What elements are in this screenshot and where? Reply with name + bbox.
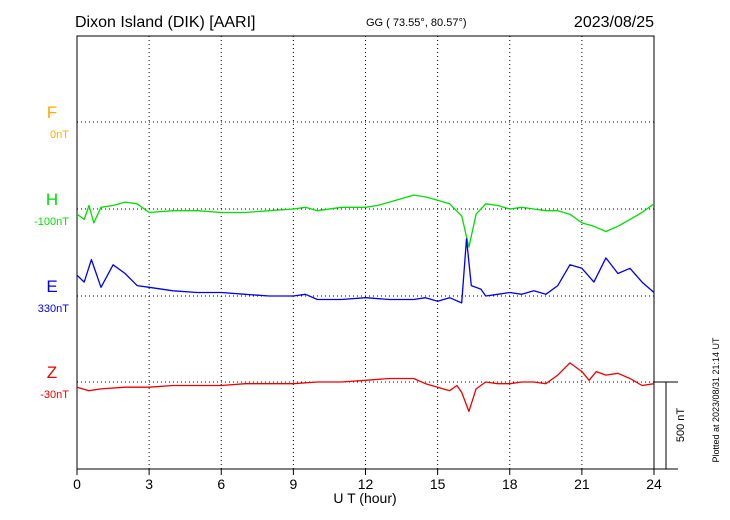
x-tick-label: 15 (430, 476, 446, 492)
x-tick-label: 6 (217, 476, 225, 492)
x-tick-label: 3 (145, 476, 153, 492)
series-line-h (76, 194, 655, 248)
x-tick-label: 9 (289, 476, 297, 492)
x-tick-label: 0 (73, 476, 81, 492)
x-axis: 0 3 6 9 12 15 18 21 24 (73, 469, 662, 492)
x-axis-label: U T (hour) (333, 490, 396, 506)
x-tick-label: 24 (646, 476, 662, 492)
series-baseline-f: 0nT (50, 129, 69, 141)
x-tick-label: 21 (574, 476, 590, 492)
series-name-e: E (46, 277, 57, 296)
component-labels: F 0nT H -100nT E 330nT Z -30nT (34, 103, 69, 401)
series-name-h: H (46, 190, 58, 209)
series-baseline-z: -30nT (40, 389, 69, 401)
series-baseline-e: 330nT (38, 303, 69, 315)
series-name-z: Z (47, 363, 57, 382)
date-label: 2023/08/25 (574, 14, 654, 31)
x-tick-label: 12 (358, 476, 374, 492)
x-tick-label: 18 (502, 476, 518, 492)
series-group (76, 194, 655, 413)
scale-bar-label: 500 nT (675, 408, 687, 443)
series-name-f: F (47, 103, 57, 122)
series-line-e (76, 238, 655, 304)
station-title: Dixon Island (DIK) [AARI] (75, 14, 256, 31)
station-coordinates: GG ( 73.55°, 80.57°) (366, 17, 467, 29)
series-line-z (76, 362, 655, 413)
grid (77, 36, 654, 469)
series-baseline-h: -100nT (34, 216, 69, 228)
scale-bar: 500 nT (654, 381, 687, 470)
plotted-timestamp: Plotted at 2023/08/31 21:14 UT (711, 337, 721, 463)
